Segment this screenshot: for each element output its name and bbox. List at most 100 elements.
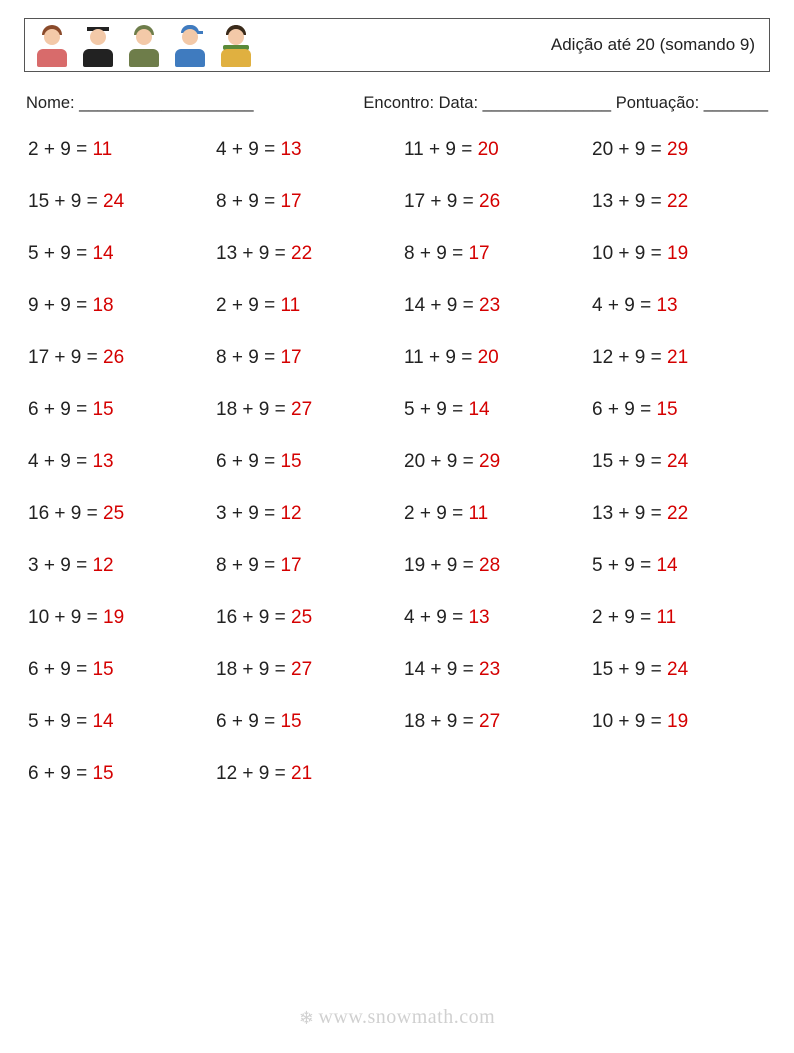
- problem-expression: 11 + 9 =: [404, 347, 478, 368]
- problem-answer: 23: [479, 295, 500, 316]
- problem-answer: 21: [291, 763, 312, 784]
- problem-item: 16 + 9 = 25: [28, 503, 206, 525]
- problem-answer: 26: [479, 191, 500, 212]
- problem-expression: 2 + 9 =: [592, 607, 656, 628]
- problem-item: 6 + 9 = 15: [592, 399, 770, 421]
- problem-item: 5 + 9 = 14: [28, 711, 206, 733]
- problem-expression: 10 + 9 =: [592, 243, 667, 264]
- problem-expression: 6 + 9 =: [28, 763, 92, 784]
- problem-answer: 22: [667, 503, 688, 524]
- snowflake-icon: ❄: [299, 1008, 315, 1029]
- watermark: ❄www.snowmath.com: [0, 1006, 794, 1029]
- problem-expression: 3 + 9 =: [216, 503, 280, 524]
- problem-item: 5 + 9 = 14: [28, 243, 206, 265]
- problem-expression: 8 + 9 =: [216, 191, 280, 212]
- problem-item: 6 + 9 = 15: [216, 711, 394, 733]
- problem-expression: 9 + 9 =: [28, 295, 92, 316]
- problem-expression: 6 + 9 =: [28, 659, 92, 680]
- problem-item: 8 + 9 = 17: [216, 191, 394, 213]
- problem-expression: 4 + 9 =: [404, 607, 468, 628]
- problem-expression: 6 + 9 =: [216, 451, 280, 472]
- problem-answer: 27: [291, 659, 312, 680]
- problem-expression: 18 + 9 =: [404, 711, 479, 732]
- problem-answer: 22: [667, 191, 688, 212]
- problem-answer: 15: [280, 711, 301, 732]
- problem-answer: 24: [103, 191, 124, 212]
- problem-expression: 4 + 9 =: [216, 139, 280, 160]
- problem-item: 5 + 9 = 14: [404, 399, 582, 421]
- problem-item: 15 + 9 = 24: [28, 191, 206, 213]
- problem-answer: 24: [667, 451, 688, 472]
- problem-item: 4 + 9 = 13: [216, 139, 394, 161]
- problem-item: 4 + 9 = 13: [28, 451, 206, 473]
- problem-answer: 15: [92, 399, 113, 420]
- problem-expression: 8 + 9 =: [216, 555, 280, 576]
- problem-answer: 23: [479, 659, 500, 680]
- problem-item: 11 + 9 = 20: [404, 139, 582, 161]
- problem-answer: 15: [92, 763, 113, 784]
- problem-item: 6 + 9 = 15: [28, 763, 206, 785]
- problem-item: 8 + 9 = 17: [404, 243, 582, 265]
- avatar-icon: [35, 23, 69, 67]
- avatar-icon: [127, 23, 161, 67]
- problem-answer: 11: [92, 139, 112, 160]
- problem-item: 5 + 9 = 14: [592, 555, 770, 577]
- problem-answer: 19: [667, 711, 688, 732]
- problem-expression: 15 + 9 =: [592, 659, 667, 680]
- problem-expression: 4 + 9 =: [592, 295, 656, 316]
- problem-expression: 6 + 9 =: [216, 711, 280, 732]
- problem-expression: 12 + 9 =: [592, 347, 667, 368]
- problem-expression: 10 + 9 =: [28, 607, 103, 628]
- problem-answer: 13: [656, 295, 677, 316]
- problem-answer: 15: [92, 659, 113, 680]
- problem-item: 12 + 9 = 21: [592, 347, 770, 369]
- problem-item: 15 + 9 = 24: [592, 451, 770, 473]
- problem-expression: 5 + 9 =: [28, 711, 92, 732]
- problem-expression: 10 + 9 =: [592, 711, 667, 732]
- problem-item: 14 + 9 = 23: [404, 295, 582, 317]
- problem-answer: 25: [291, 607, 312, 628]
- problem-expression: 17 + 9 =: [404, 191, 479, 212]
- meta-row: Nome: ___________________ Encontro: Data…: [24, 94, 770, 113]
- problem-answer: 15: [656, 399, 677, 420]
- problem-expression: 14 + 9 =: [404, 295, 479, 316]
- problem-item: 6 + 9 = 15: [216, 451, 394, 473]
- problem-item: 13 + 9 = 22: [592, 503, 770, 525]
- problem-item: 10 + 9 = 19: [592, 711, 770, 733]
- problem-item: 12 + 9 = 21: [216, 763, 394, 785]
- problem-expression: 8 + 9 =: [216, 347, 280, 368]
- worksheet-title: Adição até 20 (somando 9): [551, 35, 759, 55]
- problem-item: 17 + 9 = 26: [28, 347, 206, 369]
- problem-expression: 17 + 9 =: [28, 347, 103, 368]
- problem-answer: 28: [479, 555, 500, 576]
- problem-answer: 14: [92, 711, 113, 732]
- problem-item: 6 + 9 = 15: [28, 399, 206, 421]
- problem-item: 3 + 9 = 12: [28, 555, 206, 577]
- avatar-icon: [173, 23, 207, 67]
- avatar-icon: [219, 23, 253, 67]
- problem-expression: 4 + 9 =: [28, 451, 92, 472]
- problem-expression: 13 + 9 =: [216, 243, 291, 264]
- problem-expression: 15 + 9 =: [592, 451, 667, 472]
- problem-expression: 16 + 9 =: [216, 607, 291, 628]
- problem-item: 2 + 9 = 11: [28, 139, 206, 161]
- problem-item: 19 + 9 = 28: [404, 555, 582, 577]
- problem-answer: 18: [92, 295, 113, 316]
- worksheet-page: Adição até 20 (somando 9) Nome: ________…: [0, 0, 794, 1053]
- problem-item: 13 + 9 = 22: [216, 243, 394, 265]
- problem-answer: 19: [103, 607, 124, 628]
- problem-item: 14 + 9 = 23: [404, 659, 582, 681]
- problem-answer: 20: [478, 347, 499, 368]
- problem-item: 20 + 9 = 29: [404, 451, 582, 473]
- problem-answer: 15: [280, 451, 301, 472]
- problem-answer: 13: [92, 451, 113, 472]
- problem-expression: 6 + 9 =: [592, 399, 656, 420]
- problem-expression: 15 + 9 =: [28, 191, 103, 212]
- problem-answer: 13: [468, 607, 489, 628]
- problem-expression: 11 + 9 =: [404, 139, 478, 160]
- problem-expression: 18 + 9 =: [216, 659, 291, 680]
- problem-answer: 17: [280, 191, 301, 212]
- problem-item: 3 + 9 = 12: [216, 503, 394, 525]
- problem-expression: 5 + 9 =: [592, 555, 656, 576]
- problem-answer: 12: [280, 503, 301, 524]
